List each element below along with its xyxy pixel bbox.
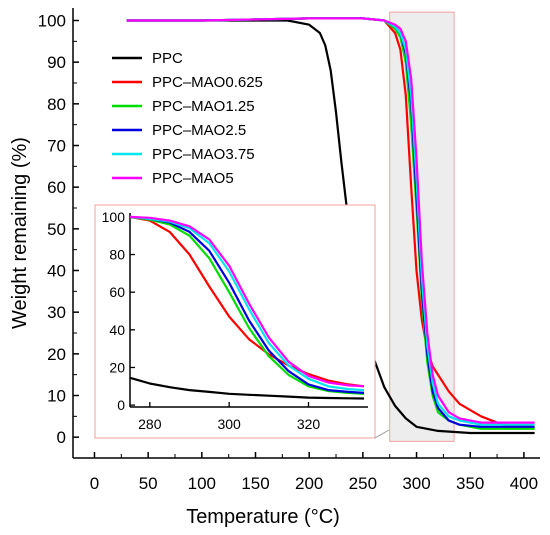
inset-y-tick-label: 60	[109, 284, 125, 300]
inset-frame	[94, 204, 376, 439]
inset-y-tick-label: 20	[109, 359, 125, 375]
x-tick-label: 250	[349, 474, 377, 493]
x-tick-label: 300	[402, 474, 430, 493]
y-tick-label: 0	[57, 428, 66, 447]
y-tick-label: 60	[47, 178, 66, 197]
inset-y-tick-label: 100	[102, 209, 126, 225]
inset-series-line-ppc-mao0.625	[129, 215, 365, 388]
legend-label: PPC–MAO5	[152, 170, 234, 187]
inset-series-line-ppc	[129, 376, 365, 400]
y-tick-label: 90	[47, 53, 66, 72]
series-line-ppc-mao5	[126, 17, 535, 424]
inset-y-tick-label: 80	[109, 247, 125, 263]
x-tick-label: 0	[90, 474, 99, 493]
inset-y-tick-label: 40	[109, 322, 125, 338]
inset-y-axis-ticks: 0 20 40 60 80 100	[102, 209, 135, 413]
legend-label: PPC–MAO2.5	[152, 122, 246, 139]
x-axis-ticks: 0 50 100 150 200 250 300 350 400	[90, 452, 538, 493]
y-axis-title: Weight remaining (%)	[9, 137, 31, 329]
y-tick-label: 30	[47, 303, 66, 322]
highlight-rect	[389, 11, 455, 442]
legend: PPC PPC–MAO0.625 PPC–MAO1.25 PPC–MAO2.5 PPC–…	[112, 50, 263, 187]
x-tick-label: 350	[456, 474, 484, 493]
inset-connector-line	[374, 429, 390, 439]
x-tick-label: 200	[295, 474, 323, 493]
y-tick-label: 70	[47, 137, 66, 156]
y-tick-label: 50	[47, 220, 66, 239]
inset-x-tick-label: 280	[138, 416, 162, 432]
x-axis-title: Temperature (°C)	[186, 506, 340, 528]
y-tick-label: 80	[47, 95, 66, 114]
legend-label: PPC–MAO1.25	[152, 98, 255, 115]
main-series-lines	[126, 17, 535, 435]
y-tick-label: 10	[47, 387, 66, 406]
legend-label: PPC–MAO0.625	[152, 74, 263, 91]
inset-series-lines	[129, 215, 365, 400]
y-tick-label: 100	[38, 12, 66, 31]
y-tick-label: 20	[47, 345, 66, 364]
inset-y-tick-label: 0	[117, 397, 125, 413]
highlight-region	[389, 11, 455, 442]
inset-plot: 0 20 40 60 80 100 280 300 320	[94, 204, 376, 439]
x-tick-label: 150	[241, 474, 269, 493]
inset-x-tick-label: 300	[217, 416, 241, 432]
legend-label: PPC	[152, 50, 183, 67]
y-axis-ticks: 0 10 20 30 40 50 60 70 80 90 100	[38, 12, 79, 447]
inset-series-line-ppc-mao5	[129, 215, 365, 388]
x-tick-label: 100	[188, 474, 216, 493]
y-tick-label: 40	[47, 262, 66, 281]
legend-label: PPC–MAO3.75	[152, 146, 255, 163]
x-tick-label: 50	[139, 474, 158, 493]
inset-x-tick-label: 320	[297, 416, 321, 432]
x-tick-label: 400	[510, 474, 538, 493]
inset-x-axis-ticks: 280 300 320	[138, 402, 320, 432]
